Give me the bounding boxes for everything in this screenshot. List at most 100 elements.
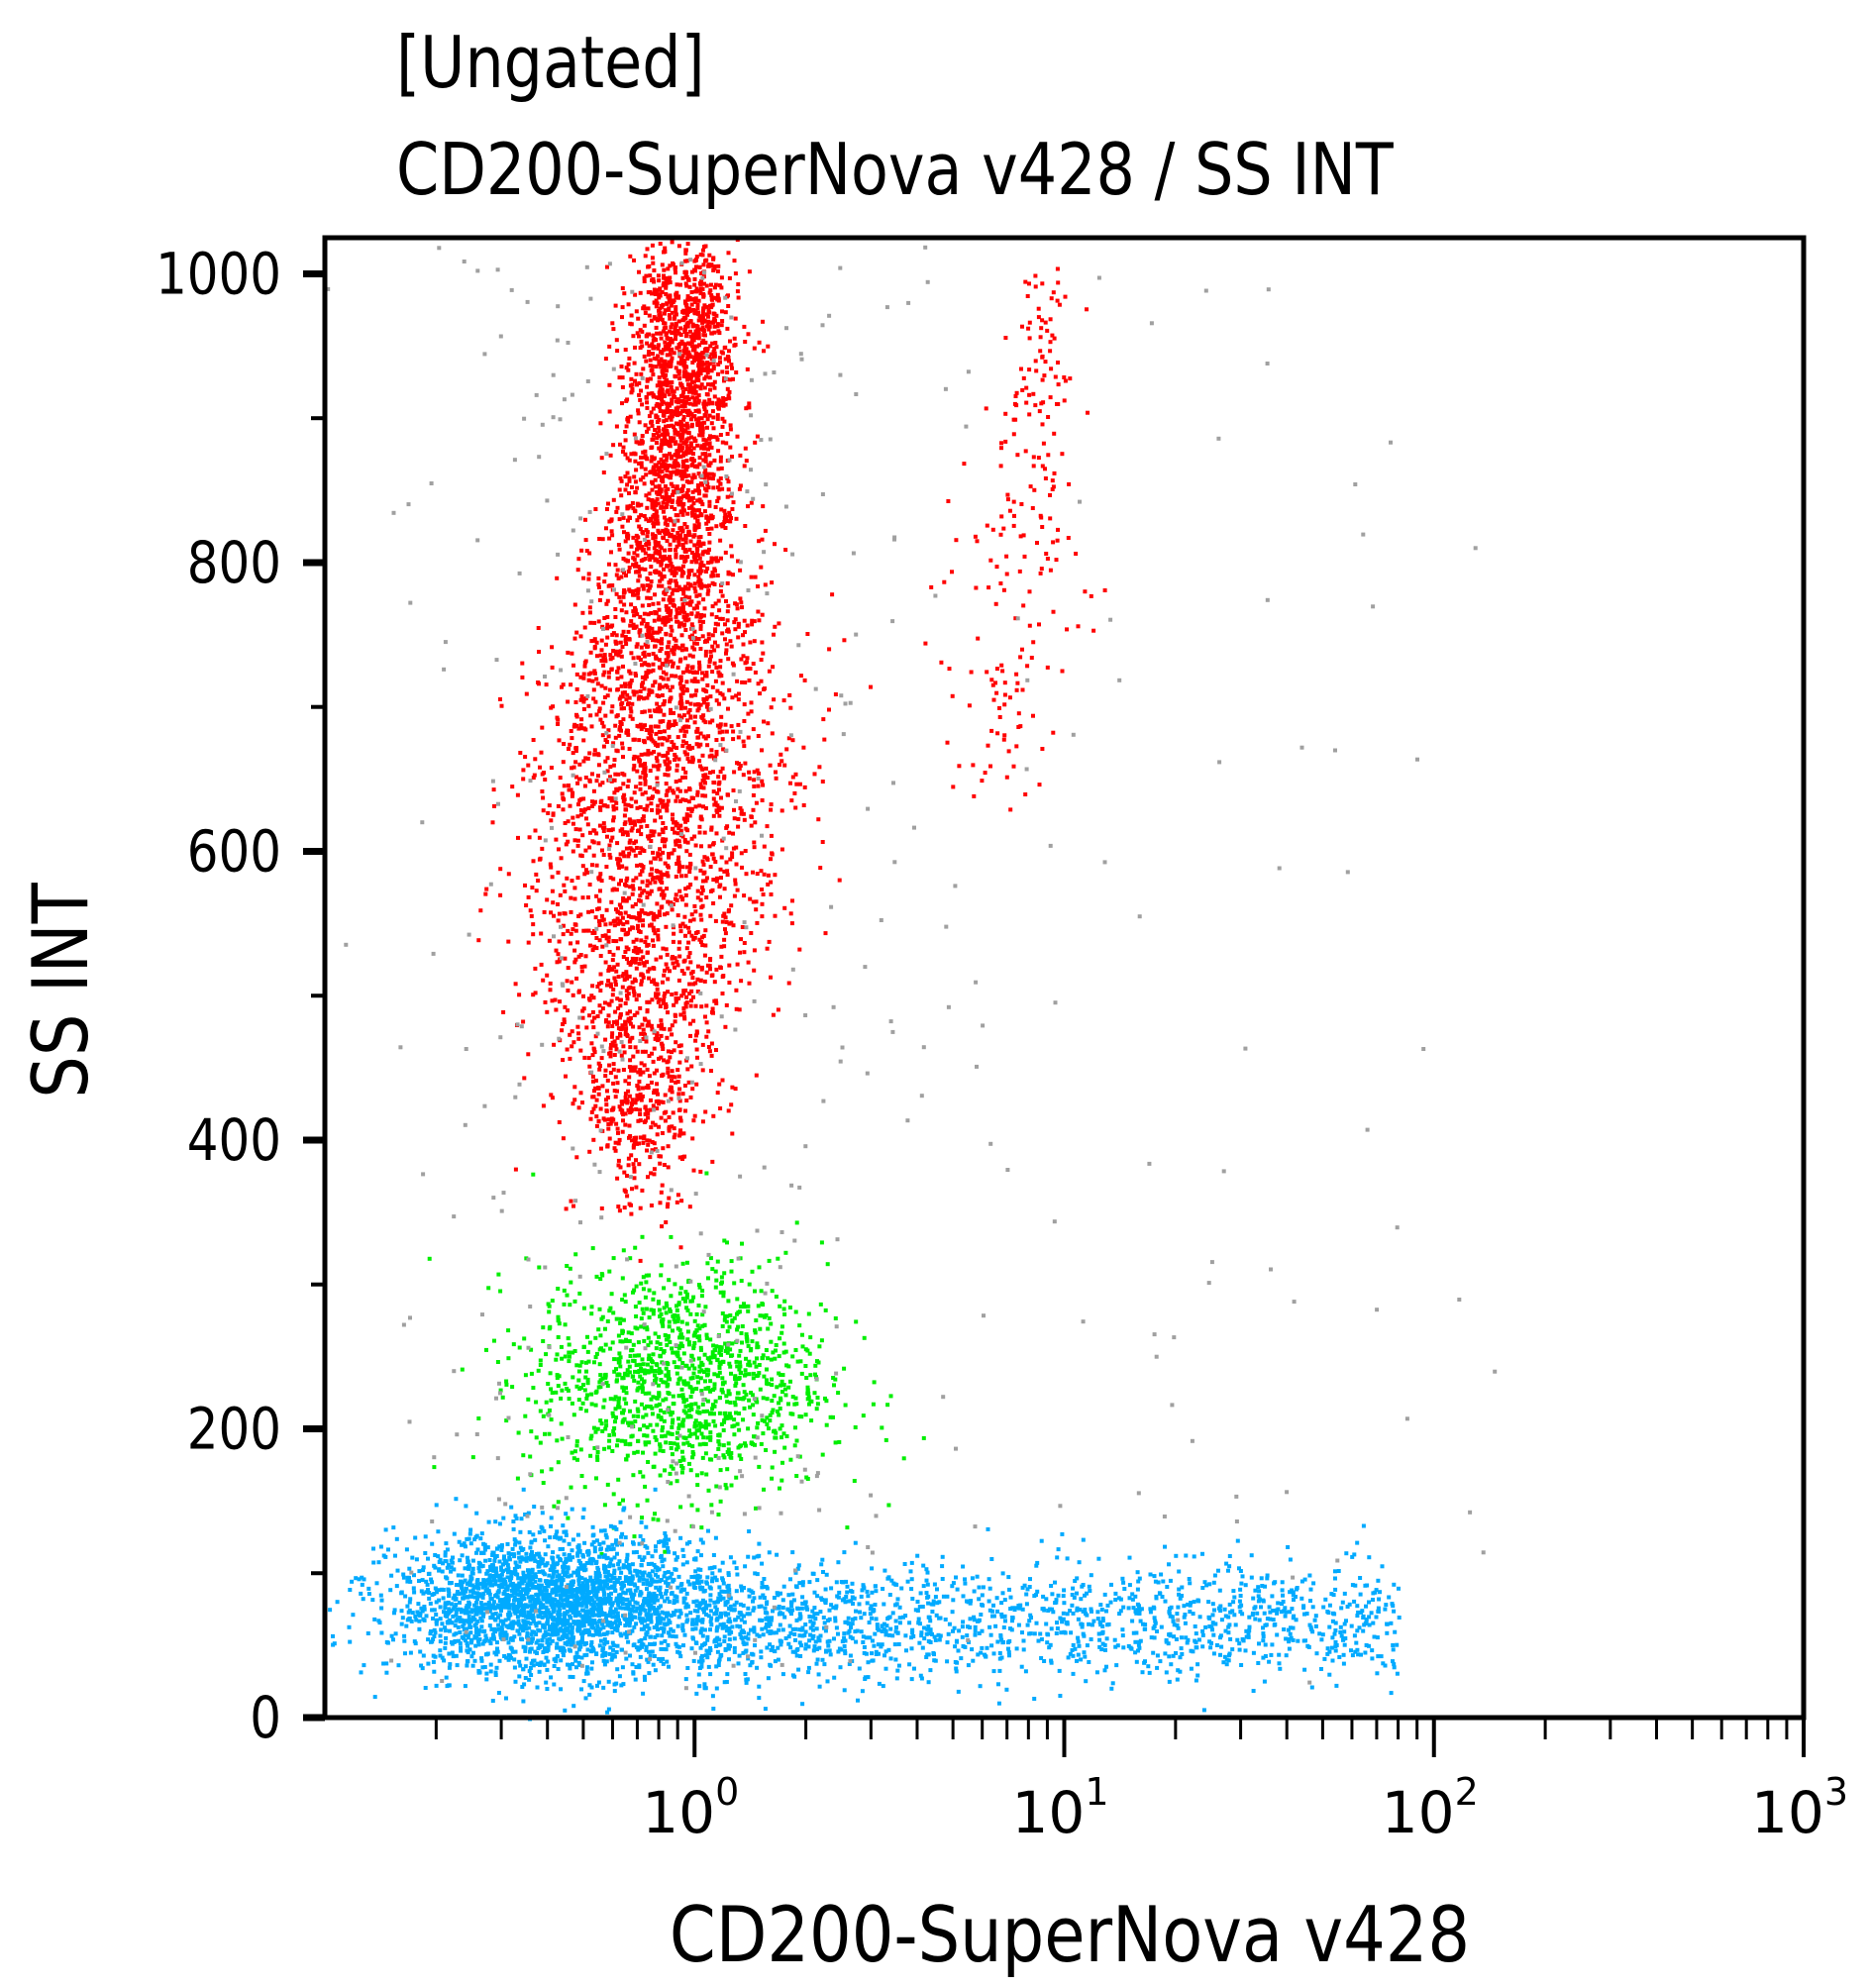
data-point xyxy=(720,309,724,314)
data-point xyxy=(647,652,652,657)
data-point xyxy=(721,400,725,405)
data-point xyxy=(1005,492,1010,497)
data-point xyxy=(605,769,610,774)
data-point xyxy=(713,755,718,760)
data-point xyxy=(696,418,701,423)
data-point xyxy=(639,339,644,344)
data-point xyxy=(674,555,678,560)
data-point xyxy=(634,839,638,844)
data-point xyxy=(661,830,666,835)
data-point xyxy=(693,515,698,520)
data-point xyxy=(638,775,643,780)
data-point xyxy=(675,665,680,670)
data-point xyxy=(762,687,766,691)
data-point xyxy=(664,947,669,952)
data-point xyxy=(681,587,686,592)
data-point xyxy=(706,664,711,669)
data-point xyxy=(499,703,504,708)
data-point xyxy=(631,334,636,339)
data-point xyxy=(674,337,677,342)
data-point xyxy=(646,539,651,544)
data-point xyxy=(684,306,689,311)
data-point xyxy=(729,493,734,498)
data-point xyxy=(710,381,715,386)
data-point xyxy=(620,315,624,320)
data-point xyxy=(671,826,675,831)
data-point xyxy=(636,316,641,321)
data-point xyxy=(694,742,699,747)
data-point xyxy=(673,412,677,417)
data-point xyxy=(660,839,665,844)
data-point xyxy=(676,361,681,366)
data-point xyxy=(637,629,642,634)
data-point xyxy=(678,381,682,386)
data-point xyxy=(657,887,662,891)
data-point xyxy=(629,679,634,682)
data-point xyxy=(635,1141,640,1146)
data-point xyxy=(621,1068,626,1072)
data-point xyxy=(586,672,591,677)
data-point xyxy=(583,848,588,853)
data-point xyxy=(722,944,727,949)
data-point xyxy=(666,763,671,768)
data-point xyxy=(715,401,720,406)
data-point xyxy=(634,997,639,1002)
data-point xyxy=(660,399,665,404)
data-point xyxy=(603,922,608,927)
data-point xyxy=(667,734,672,739)
data-point xyxy=(675,449,680,454)
data-point xyxy=(747,679,752,682)
data-point xyxy=(643,911,648,916)
data-point xyxy=(626,986,631,991)
data-point xyxy=(682,395,687,400)
data-point xyxy=(681,1010,686,1015)
data-point xyxy=(629,961,633,965)
data-point xyxy=(688,334,693,339)
data-point xyxy=(695,680,700,683)
data-point xyxy=(678,282,682,287)
data-point xyxy=(587,551,592,556)
data-point xyxy=(633,1045,638,1050)
data-point xyxy=(655,301,660,306)
data-point xyxy=(604,907,609,912)
data-point xyxy=(689,679,694,683)
data-point xyxy=(636,1070,641,1075)
data-point xyxy=(709,293,714,298)
data-point xyxy=(650,1140,655,1144)
data-point xyxy=(658,879,663,884)
data-point xyxy=(695,889,700,893)
data-point xyxy=(659,384,664,388)
data-point xyxy=(1024,385,1029,390)
data-point xyxy=(580,833,585,838)
data-point xyxy=(595,752,600,757)
data-point xyxy=(690,976,695,981)
data-point xyxy=(783,548,788,552)
data-point xyxy=(666,610,671,614)
data-point xyxy=(622,1205,627,1210)
data-point xyxy=(648,273,653,278)
data-point xyxy=(742,719,747,723)
data-point xyxy=(689,622,694,627)
data-point xyxy=(997,715,1002,719)
data-point xyxy=(681,614,686,619)
data-point xyxy=(630,386,635,391)
data-point xyxy=(655,490,660,494)
data-point xyxy=(676,624,681,629)
data-point xyxy=(715,416,720,421)
data-point xyxy=(592,944,597,949)
data-point xyxy=(610,1031,615,1036)
data-point xyxy=(648,1155,653,1160)
data-point xyxy=(676,855,681,860)
data-point xyxy=(767,669,772,674)
data-point xyxy=(700,433,705,438)
data-point xyxy=(652,708,657,713)
data-point xyxy=(653,680,658,684)
data-point xyxy=(654,511,659,516)
data-point xyxy=(670,993,675,996)
data-point xyxy=(624,830,629,835)
data-point xyxy=(691,501,696,506)
data-point xyxy=(624,989,629,994)
data-point xyxy=(632,1068,637,1073)
data-point xyxy=(657,1101,661,1106)
data-point xyxy=(670,1023,675,1028)
